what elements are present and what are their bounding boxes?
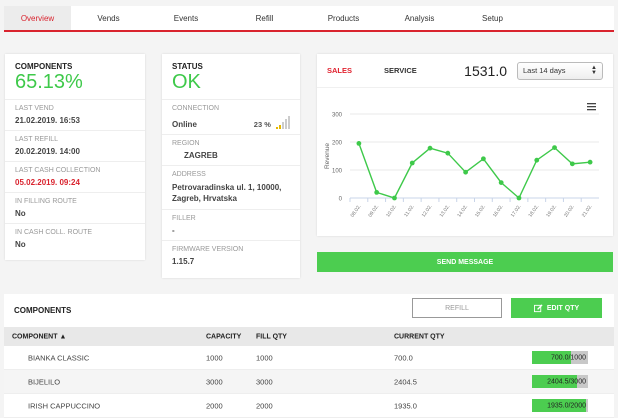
- filler-label: FILLER: [172, 215, 196, 222]
- svg-text:15.02.: 15.02.: [474, 204, 487, 219]
- last-refill-value: 20.02.2019. 14:00: [15, 147, 80, 156]
- in-cash-coll-route-label: IN CASH COLL. ROUTE: [15, 229, 93, 236]
- qty-progress-bar: 2404.5/3000: [532, 375, 588, 388]
- svg-text:21.02.: 21.02.: [581, 204, 594, 219]
- svg-text:0: 0: [339, 197, 343, 203]
- svg-text:13.02.: 13.02.: [439, 204, 452, 219]
- status-card: STATUS OK CONNECTION Online 23 % REGION Z…: [162, 54, 300, 278]
- qty-progress-label: 2404.5/3000: [547, 378, 586, 385]
- signal-strength-icon: [276, 116, 290, 129]
- connection-value: Online: [172, 120, 197, 129]
- last-cash-collection-label: LAST CASH COLLECTION: [15, 167, 101, 174]
- revenue-line-chart: 0 100 200 300 Revenue 08.02. 09.02. 10.02. 11.02…: [324, 103, 599, 219]
- filler-value: -: [172, 226, 175, 235]
- last-refill-label: LAST REFILL: [15, 136, 59, 143]
- components-title: COMPONENTS: [15, 62, 73, 71]
- tab-events[interactable]: Events: [173, 13, 199, 23]
- select-arrows-icon: ▲ ▼: [591, 64, 597, 76]
- table-row[interactable]: BIANKA CLASSIC 1000 1000 700.0 700.0/1000: [4, 346, 614, 370]
- svg-text:12.02.: 12.02.: [421, 204, 434, 219]
- sales-total: 1531.0: [464, 62, 507, 79]
- tab-refill[interactable]: Refill: [255, 13, 274, 23]
- main-tabs: Overview Vends Events Refill Products An…: [4, 6, 614, 32]
- svg-text:18.02.: 18.02.: [527, 204, 540, 219]
- components-summary-card: COMPONENTS 65.13% LAST VEND 21.02.2019. 1…: [5, 54, 145, 260]
- qty-progress-bar: 700.0/1000: [532, 351, 588, 364]
- capacity: 3000: [206, 377, 223, 386]
- component-name: BIJELILO: [28, 377, 61, 386]
- col-current-qty[interactable]: CURRENT QTY: [394, 333, 445, 340]
- period-select-value: Last 14 days: [523, 66, 566, 75]
- tab-products[interactable]: Products: [327, 13, 360, 23]
- last-cash-collection-value: 05.02.2019. 09:24: [15, 178, 80, 187]
- table-row[interactable]: BIJELILO 3000 3000 2404.5 2404.5/3000: [4, 370, 614, 394]
- col-capacity[interactable]: CAPACITY: [206, 333, 242, 340]
- col-fill-qty[interactable]: FILL QTY: [256, 333, 287, 340]
- firmware-label: FIRMWARE VERSION: [172, 246, 244, 253]
- svg-text:10.02.: 10.02.: [385, 204, 398, 219]
- status-title: STATUS: [172, 62, 203, 71]
- last-vend-label: LAST VEND: [15, 105, 54, 112]
- component-name: BIANKA CLASSIC: [28, 353, 90, 362]
- svg-text:300: 300: [332, 113, 343, 119]
- svg-text:14.02.: 14.02.: [456, 204, 469, 219]
- svg-text:09.02.: 09.02.: [367, 204, 380, 219]
- connection-label: CONNECTION: [172, 105, 220, 112]
- hamburger-icon: [587, 103, 596, 111]
- tab-vends[interactable]: Vends: [97, 13, 120, 23]
- region-value: ZAGREB: [184, 151, 218, 160]
- current-qty: 700.0: [394, 353, 413, 362]
- table-header: COMPONENT ▲ CAPACITY FILL QTY CURRENT QT…: [4, 327, 614, 346]
- capacity: 2000: [206, 401, 223, 410]
- signal-percent: 23 %: [253, 120, 271, 129]
- address-value: Petrovaradinska ul. 1, 10000, Zagreb, Hr…: [172, 183, 282, 203]
- region-label: REGION: [172, 140, 200, 147]
- in-filling-route-value: No: [15, 209, 26, 218]
- qty-progress-label: 700.0/1000: [550, 354, 586, 361]
- components-percent: 65.13%: [15, 71, 83, 93]
- tab-sales[interactable]: SALES: [327, 66, 353, 75]
- svg-text:08.02.: 08.02.: [350, 204, 363, 219]
- capacity: 1000: [206, 353, 223, 362]
- edit-qty-button[interactable]: EDIT QTY: [511, 298, 602, 318]
- tab-overview[interactable]: Overview: [4, 6, 71, 30]
- fill-qty: 3000: [256, 377, 273, 386]
- tab-analysis[interactable]: Analysis: [404, 13, 435, 23]
- current-qty: 1935.0: [394, 401, 417, 410]
- send-message-button[interactable]: SEND MESSAGE: [317, 252, 613, 272]
- table-row[interactable]: IRISH CAPPUCCINO 2000 2000 1935.0 1935.0/200…: [4, 394, 614, 418]
- components-table-title: COMPONENTS: [14, 305, 72, 315]
- component-name: IRISH CAPPUCCINO: [28, 401, 101, 410]
- edit-icon: [533, 303, 543, 312]
- last-vend-value: 21.02.2019. 16:53: [15, 116, 80, 125]
- svg-text:17.02.: 17.02.: [510, 204, 523, 219]
- svg-text:200: 200: [332, 141, 343, 147]
- svg-text:11.02.: 11.02.: [403, 204, 416, 219]
- firmware-value: 1.15.7: [172, 257, 195, 266]
- refill-button[interactable]: REFILL: [412, 298, 502, 318]
- svg-text:16.02.: 16.02.: [492, 204, 505, 219]
- svg-text:100: 100: [332, 169, 343, 175]
- period-select[interactable]: Last 14 days ▲ ▼: [517, 61, 603, 80]
- fill-qty: 2000: [256, 401, 273, 410]
- components-table-card: COMPONENTS REFILL EDIT QTY COMPONENT ▲ C…: [4, 294, 614, 418]
- qty-progress-label: 1935.0/2000: [547, 402, 586, 409]
- in-filling-route-label: IN FILLING ROUTE: [15, 198, 77, 205]
- qty-progress-bar: 1935.0/2000: [532, 399, 588, 412]
- address-label: ADDRESS: [172, 171, 206, 178]
- col-component[interactable]: COMPONENT ▲: [12, 333, 67, 340]
- current-qty: 2404.5: [394, 377, 417, 386]
- tab-service[interactable]: SERVICE: [384, 66, 417, 75]
- in-cash-coll-route-value: No: [15, 240, 26, 249]
- sales-chart-card: SALES SERVICE 1531.0 Last 14 days ▲ ▼ 0 10…: [317, 54, 613, 236]
- status-value: OK: [172, 71, 201, 93]
- tab-setup[interactable]: Setup: [482, 13, 503, 23]
- edit-qty-label: EDIT QTY: [546, 304, 580, 312]
- svg-text:Revenue: Revenue: [324, 143, 331, 169]
- svg-text:20.02.: 20.02.: [563, 204, 576, 219]
- svg-text:19.02.: 19.02.: [545, 204, 558, 219]
- fill-qty: 1000: [256, 353, 273, 362]
